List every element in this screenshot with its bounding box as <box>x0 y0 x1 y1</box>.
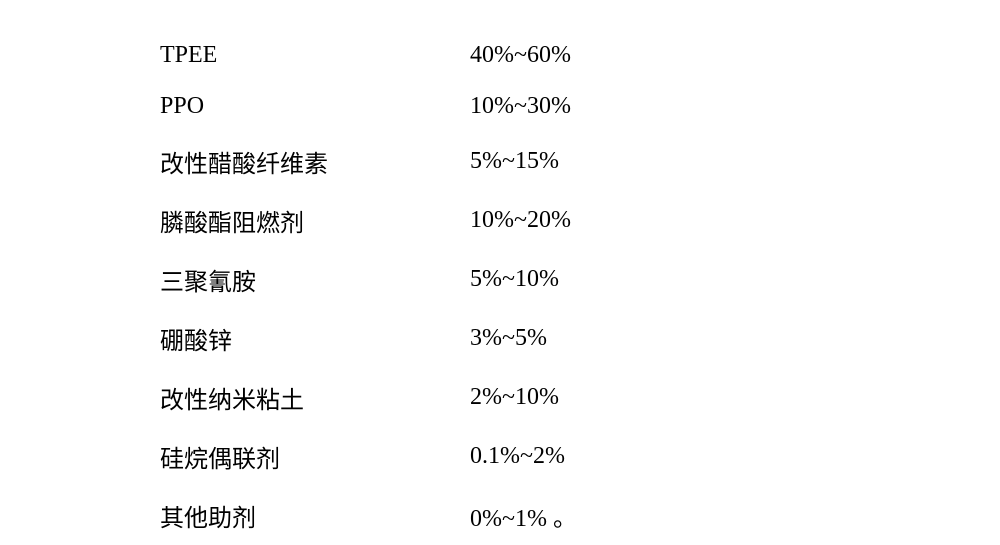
component-label: TPEE <box>160 30 470 81</box>
component-label: 硅烷偶联剂 <box>160 427 470 486</box>
component-value: 0.1%~2% <box>470 427 577 486</box>
composition-table: TPEE 40%~60% PPO 10%~30% 改性醋酸纤维素 5%~15% … <box>160 30 577 545</box>
component-value: 10%~30% <box>470 81 577 132</box>
component-label: 其他助剂 <box>160 486 470 545</box>
table-row: 其他助剂 0%~1% 。 <box>160 486 577 545</box>
component-value: 2%~10% <box>470 368 577 427</box>
table-row: 改性纳米粘土 2%~10% <box>160 368 577 427</box>
component-label: 硼酸锌 <box>160 309 470 368</box>
component-value: 3%~5% <box>470 309 577 368</box>
component-value: 40%~60% <box>470 30 577 81</box>
table-row: 硼酸锌 3%~5% <box>160 309 577 368</box>
component-value: 5%~10% <box>470 250 577 309</box>
component-value: 0%~1% 。 <box>470 486 577 545</box>
component-label: PPO <box>160 81 470 132</box>
component-value: 5%~15% <box>470 132 577 191</box>
component-value: 10%~20% <box>470 191 577 250</box>
component-label: 改性纳米粘土 <box>160 368 470 427</box>
component-label: 三聚氰胺 <box>160 250 470 309</box>
table-row: PPO 10%~30% <box>160 81 577 132</box>
component-label: 改性醋酸纤维素 <box>160 132 470 191</box>
component-label: 膦酸酯阻燃剂 <box>160 191 470 250</box>
table-row: 膦酸酯阻燃剂 10%~20% <box>160 191 577 250</box>
table-row: TPEE 40%~60% <box>160 30 577 81</box>
table-row: 硅烷偶联剂 0.1%~2% <box>160 427 577 486</box>
table-row: 改性醋酸纤维素 5%~15% <box>160 132 577 191</box>
table-row: 三聚氰胺 5%~10% <box>160 250 577 309</box>
